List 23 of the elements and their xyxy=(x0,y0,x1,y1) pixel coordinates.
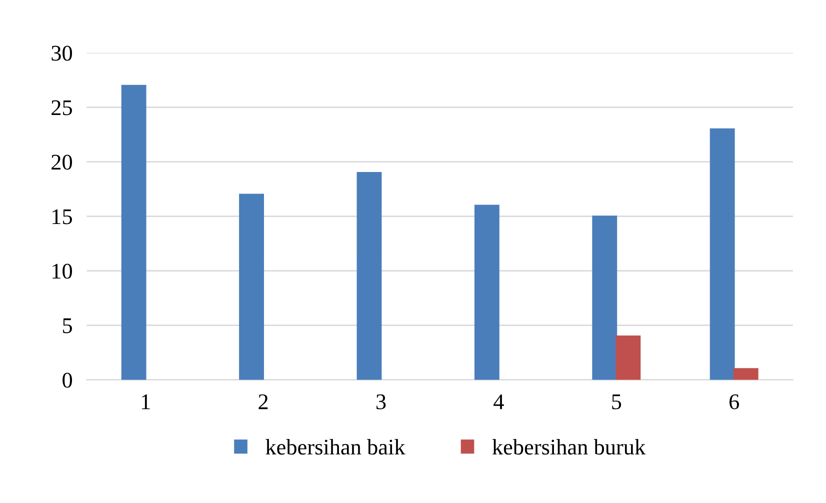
y-tick-label: 0 xyxy=(62,372,72,388)
bar xyxy=(592,216,618,380)
x-tick-label: 2 xyxy=(258,394,268,410)
bar xyxy=(356,172,382,380)
x-tick-label: 4 xyxy=(494,394,504,410)
y-tick-label: 10 xyxy=(52,264,72,279)
bar xyxy=(733,368,758,380)
bar xyxy=(474,204,500,380)
y-tick-label: 15 xyxy=(52,209,72,224)
y-tick-label: 5 xyxy=(63,318,72,334)
bar xyxy=(121,84,146,380)
x-tick-label: 5 xyxy=(612,394,622,410)
bar xyxy=(710,128,735,380)
y-tick-label: 25 xyxy=(52,100,72,116)
x-tick-label: 1 xyxy=(142,394,150,410)
y-tick-label: 30 xyxy=(52,46,72,61)
bar xyxy=(616,335,641,380)
y-tick-label: 20 xyxy=(52,154,72,170)
bar xyxy=(239,194,264,380)
legend-label: kebersihan buruk xyxy=(492,439,646,455)
x-tick-label: 3 xyxy=(376,394,386,410)
x-tick-label: 6 xyxy=(730,394,739,410)
legend-label: kebersihan baik xyxy=(266,439,406,455)
